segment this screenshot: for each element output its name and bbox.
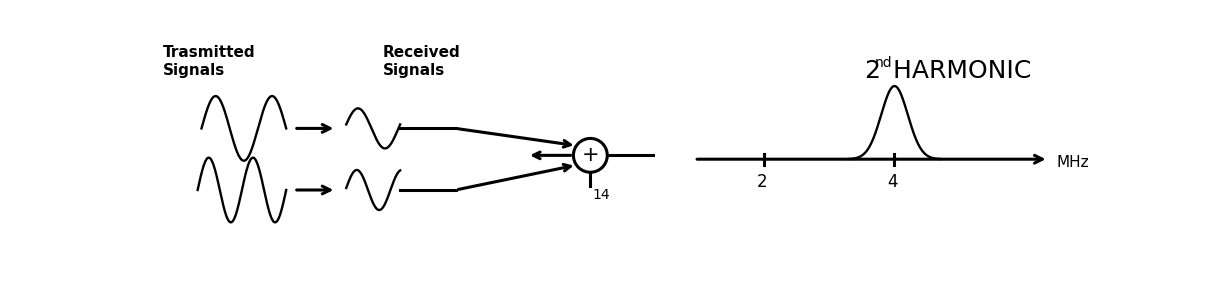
Text: +: +: [581, 146, 599, 165]
Text: 4: 4: [888, 173, 898, 191]
Text: Trasmitted
Signals: Trasmitted Signals: [163, 45, 256, 78]
Text: HARMONIC: HARMONIC: [885, 59, 1032, 83]
Text: 14: 14: [593, 188, 610, 202]
Text: MHz: MHz: [1056, 155, 1089, 170]
Text: Received
Signals: Received Signals: [382, 45, 460, 78]
Text: 2: 2: [864, 59, 879, 83]
Text: nd: nd: [875, 56, 892, 70]
Text: 2: 2: [756, 173, 767, 191]
